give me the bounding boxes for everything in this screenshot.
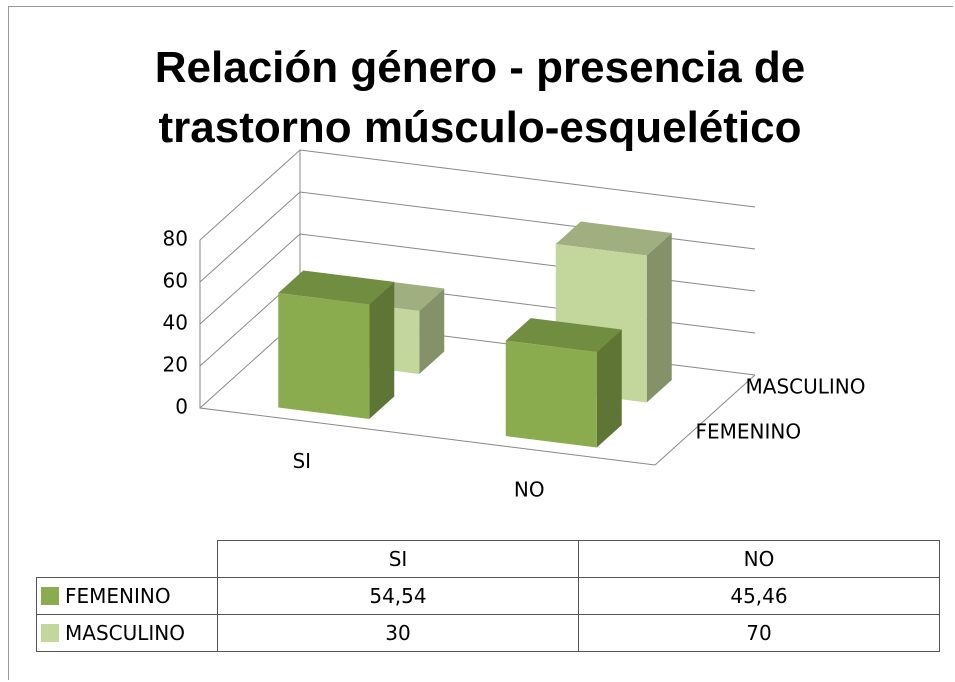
table-row: FEMENINO 54,54 45,46 [36, 577, 940, 615]
blank-cell [36, 540, 218, 578]
bar-top [505, 318, 622, 352]
series-label: FEMENINO [696, 419, 802, 443]
y-tick-label: 60 [163, 269, 188, 293]
y-tick-label: 20 [163, 353, 188, 377]
cell: 45,46 [578, 577, 940, 615]
x-tick-label: SI [292, 449, 311, 473]
legend-label: MASCULINO [65, 621, 185, 645]
y-tick-label: 40 [163, 311, 188, 335]
legend-swatch [41, 587, 59, 605]
cell: 54,54 [217, 577, 579, 615]
header-cell: SI [217, 540, 579, 578]
cell: 70 [578, 614, 940, 652]
row-header: FEMENINO [36, 577, 218, 615]
bar-side [646, 232, 672, 403]
bar-side [419, 288, 445, 374]
x-tick-label: NO [514, 477, 545, 501]
bar-side [369, 281, 395, 419]
chart-title: Relación género - presencia de trastorno… [154, 43, 806, 152]
legend-swatch [41, 624, 59, 642]
bar [505, 340, 597, 448]
header-cell: NO [578, 540, 940, 578]
series-label: MASCULINO [746, 374, 866, 398]
chart-frame [8, 6, 953, 680]
bar-side [596, 329, 622, 448]
bar-top [278, 270, 395, 305]
table-header: SI NO [36, 540, 940, 578]
grid-line [199, 149, 756, 241]
table-row: MASCULINO 30 70 [36, 614, 940, 652]
bar [278, 293, 370, 419]
row-header: MASCULINO [36, 614, 218, 652]
legend-label: FEMENINO [65, 584, 171, 608]
data-table: SI NO FEMENINO 54,54 45,46 MASCULINO 30 … [36, 540, 940, 652]
y-tick-label: 0 [175, 395, 188, 419]
y-tick-label: 80 [163, 227, 188, 251]
bar-top [555, 221, 672, 256]
cell: 30 [217, 614, 579, 652]
